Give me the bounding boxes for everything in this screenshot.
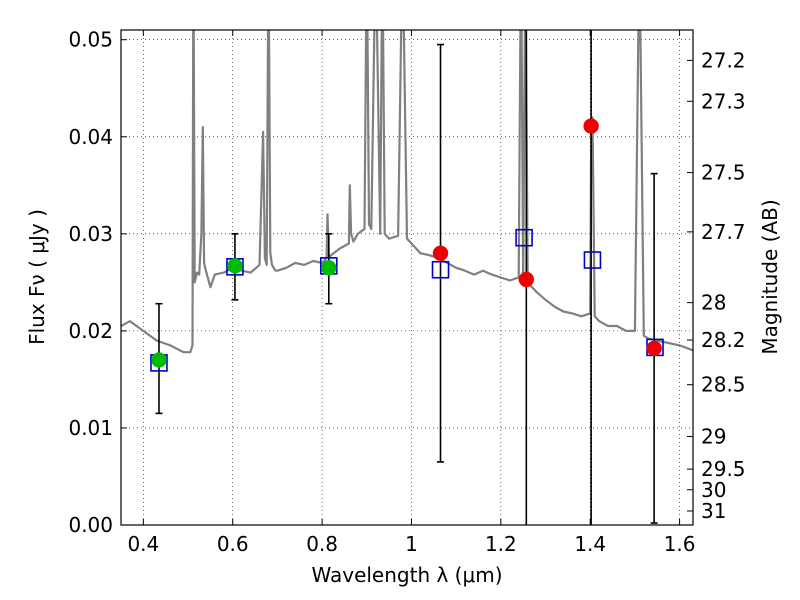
model-square-marker: [431, 260, 450, 279]
observed-circle-marker: [646, 340, 662, 357]
x-tick-label: 1.2: [485, 532, 517, 556]
right-tick-label: 27.2: [701, 48, 746, 72]
y-tick-label: 0.05: [68, 28, 113, 52]
y-tick-label: 0.01: [68, 416, 113, 440]
right-tick-label: 29: [701, 424, 726, 448]
model-spectrum: [121, 30, 693, 354]
y-tick-label: 0.04: [68, 125, 113, 149]
right-tick-label: 29.5: [701, 457, 746, 481]
y-tick-label: 0.00: [68, 513, 113, 537]
right-tick-label: 30: [701, 478, 726, 502]
x-tick-label: 1.4: [574, 532, 606, 556]
x-tick-label: 1.6: [664, 532, 696, 556]
data-markers: [150, 118, 664, 372]
right-tick-label: 28: [701, 291, 726, 315]
spectrum-line: [121, 30, 693, 354]
y-tick-label: 0.03: [68, 222, 113, 246]
right-tick-label: 27.7: [701, 220, 746, 244]
grid: [121, 30, 693, 525]
right-tick-label: 28.2: [701, 328, 746, 352]
right-tick-label: 27.5: [701, 161, 746, 185]
observed-circle-marker: [432, 245, 449, 261]
x-axis-label: Wavelength λ (μm): [311, 563, 502, 587]
right-tick-label: 27.3: [701, 89, 746, 113]
error-bars: [155, 30, 658, 525]
model-square-marker: [515, 228, 533, 247]
x-tick-label: 0.6: [217, 532, 249, 556]
x-tick-label: 0.8: [306, 532, 338, 556]
y-axis-label-left: Flux Fν ( μJy ): [25, 209, 49, 345]
x-tick-label: 1: [405, 532, 418, 556]
x-tick-label: 0.4: [127, 532, 159, 556]
axis-ticks: 0.4 0.6 0.8 1 1.2 1.4 1.6 0.00 0.01 0.02 0.03 0.04 0…: [68, 28, 745, 556]
model-square-marker: [583, 251, 602, 269]
observed-circle-marker: [151, 352, 167, 368]
observed-circle-marker: [321, 260, 337, 276]
plot-frame: [120, 29, 694, 526]
y-axis-label-right: Magnitude (AB): [758, 199, 782, 354]
right-tick-label: 31: [701, 499, 726, 523]
observed-circle-marker: [227, 258, 243, 274]
observed-circle-marker: [518, 271, 535, 288]
right-tick-label: 28.5: [701, 373, 746, 397]
observed-circle-marker: [583, 118, 599, 134]
y-tick-label: 0.02: [68, 319, 113, 343]
